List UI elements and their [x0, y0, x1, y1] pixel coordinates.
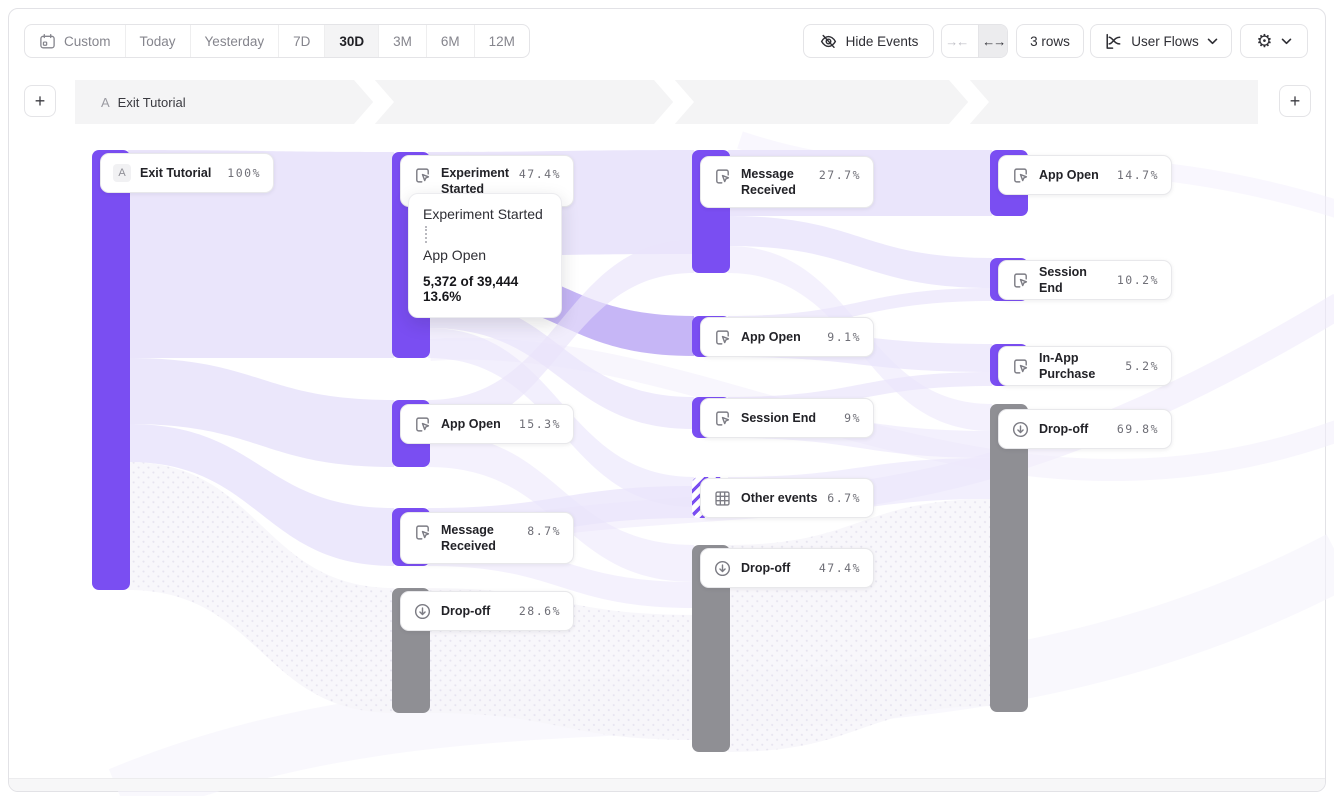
event-click-icon — [716, 410, 730, 426]
node-card-app-open-4[interactable]: App Open 14.7% — [998, 155, 1172, 195]
event-click-icon — [716, 169, 730, 184]
node-card-session-end-3[interactable]: Session End 9% — [700, 398, 874, 438]
date-range-7d[interactable]: 7D — [279, 25, 326, 57]
hide-events-label: Hide Events — [845, 33, 919, 49]
rows-button[interactable]: 3 rows — [1016, 24, 1084, 58]
flow-step: A Exit Tutorial — [75, 95, 186, 110]
flow-tooltip: Experiment Started App Open 5,372 of 39,… — [408, 193, 562, 318]
event-click-icon — [416, 525, 430, 540]
add-step-left-button[interactable]: + — [24, 85, 56, 117]
event-click-icon — [416, 168, 430, 183]
date-range-yesterday[interactable]: Yesterday — [191, 25, 280, 57]
event-click-icon — [1014, 167, 1028, 183]
tooltip-from-event: Experiment Started — [423, 206, 543, 222]
tooltip-detail: 5,372 of 39,444 13.6% — [423, 274, 519, 304]
tooltip-connector-dotted-line — [425, 226, 427, 243]
node-card-message-received-3[interactable]: Message Received 27.7% — [700, 156, 874, 208]
node-card-session-end-4[interactable]: Session End 10.2% — [998, 260, 1172, 300]
expand-columns-button[interactable]: ←→ — [978, 25, 1007, 57]
plus-icon: + — [1289, 90, 1301, 111]
hide-events-button[interactable]: Hide Events — [803, 24, 934, 58]
drop-off-icon — [1012, 421, 1029, 437]
view-type-label: User Flows — [1131, 33, 1199, 49]
node-card-drop-off-2[interactable]: Drop-off 28.6% — [400, 591, 574, 631]
chevron-down-icon — [1281, 38, 1291, 44]
grid-icon — [715, 490, 730, 506]
settings-dropdown-button[interactable]: ⚙ — [1240, 24, 1308, 58]
node-card-exit-tutorial[interactable]: A Exit Tutorial 100% — [100, 153, 274, 193]
spacing-toggle-group: →← ←→ — [941, 24, 1008, 58]
date-range-30d-selected[interactable]: 30D — [325, 25, 380, 57]
step-name: Exit Tutorial — [117, 94, 186, 110]
step-letter-badge: A — [113, 164, 131, 182]
rows-label: 3 rows — [1030, 33, 1070, 49]
node-card-other-events-3[interactable]: Other events 6.7% — [700, 478, 874, 518]
node-card-in-app-purchase-4[interactable]: In-App Purchase 5.2% — [998, 346, 1172, 386]
event-click-icon — [1014, 272, 1028, 288]
plus-icon: + — [34, 90, 46, 111]
date-range-custom[interactable]: Custom — [25, 25, 126, 57]
date-range-6m[interactable]: 6M — [427, 25, 475, 57]
tooltip-to-event: App Open — [423, 247, 487, 263]
date-range-3m[interactable]: 3M — [379, 25, 427, 57]
date-range-12m[interactable]: 12M — [488, 33, 515, 49]
node-bar-drop-off-4[interactable] — [990, 404, 1028, 712]
event-click-icon — [416, 416, 430, 432]
node-card-drop-off-4[interactable]: Drop-off 69.8% — [998, 409, 1172, 449]
node-bar-exit-tutorial[interactable] — [92, 150, 130, 590]
date-range-selector: Custom Today Yesterday 7D 30D 3M 6M 12M — [24, 24, 530, 58]
event-click-icon — [716, 329, 730, 345]
step-letter: A — [101, 94, 110, 110]
eye-off-icon — [820, 34, 836, 48]
arrows-inward-icon: →← — [945, 33, 969, 49]
node-card-drop-off-3[interactable]: Drop-off 47.4% — [700, 548, 874, 588]
gear-icon: ⚙ — [1256, 31, 1273, 51]
node-card-message-received-2[interactable]: Message Received 8.7% — [400, 512, 574, 564]
drop-off-icon — [714, 560, 731, 576]
view-type-dropdown[interactable]: User Flows — [1090, 24, 1232, 58]
drop-off-icon — [414, 603, 431, 619]
calendar-icon — [40, 33, 55, 48]
node-card-app-open-3[interactable]: App Open 9.1% — [700, 317, 874, 357]
chevron-down-icon — [1207, 38, 1218, 44]
date-range-label: Custom — [64, 33, 111, 49]
collapse-columns-button[interactable]: →← — [942, 25, 970, 57]
add-step-right-button[interactable]: + — [1279, 85, 1311, 117]
bottom-scrollbar-track[interactable] — [9, 778, 1325, 791]
date-range-today[interactable]: Today — [126, 25, 191, 57]
user-flows-icon — [1106, 33, 1121, 49]
event-click-icon — [1014, 358, 1028, 374]
node-card-app-open-2[interactable]: App Open 15.3% — [400, 404, 574, 444]
arrows-outward-icon: ←→ — [982, 33, 1006, 49]
